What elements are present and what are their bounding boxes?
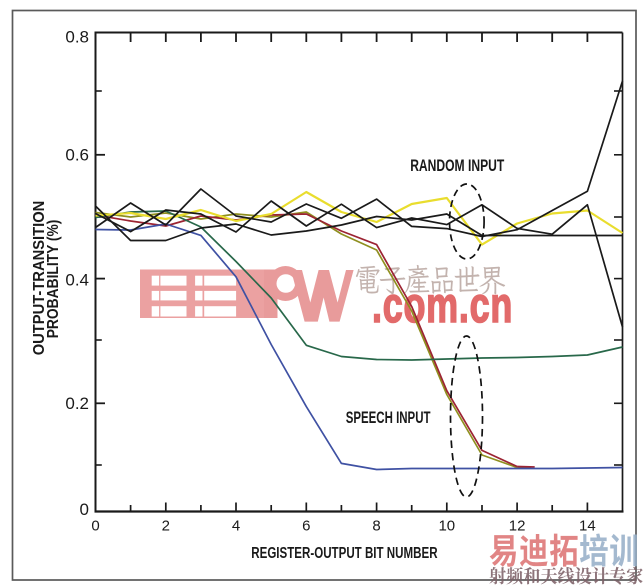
svg-text:0.6: 0.6 bbox=[65, 146, 89, 165]
svg-text:2: 2 bbox=[162, 518, 170, 535]
svg-text:6: 6 bbox=[302, 518, 310, 535]
svg-text:12: 12 bbox=[509, 518, 526, 535]
svg-text:0.8: 0.8 bbox=[65, 28, 89, 47]
svg-text:PROBABILITY (%): PROBABILITY (%) bbox=[45, 220, 62, 339]
svg-text:14: 14 bbox=[579, 518, 596, 535]
svg-text:8: 8 bbox=[372, 518, 380, 535]
svg-text:REGISTER-OUTPUT BIT NUMBER: REGISTER-OUTPUT BIT NUMBER bbox=[251, 545, 438, 562]
svg-text:0.4: 0.4 bbox=[65, 271, 89, 290]
svg-text:0.2: 0.2 bbox=[65, 394, 89, 413]
svg-text:OUTPUT-TRANSITION: OUTPUT-TRANSITION bbox=[31, 201, 48, 356]
svg-text:4: 4 bbox=[232, 518, 240, 535]
svg-text:.com.cn: .com.cn bbox=[372, 278, 513, 333]
svg-text:SPEECH INPUT: SPEECH INPUT bbox=[346, 409, 431, 427]
svg-text:RANDOM INPUT: RANDOM INPUT bbox=[410, 157, 504, 175]
svg-text:10: 10 bbox=[438, 518, 455, 535]
svg-text:0: 0 bbox=[91, 518, 99, 535]
svg-text:0: 0 bbox=[80, 500, 89, 519]
